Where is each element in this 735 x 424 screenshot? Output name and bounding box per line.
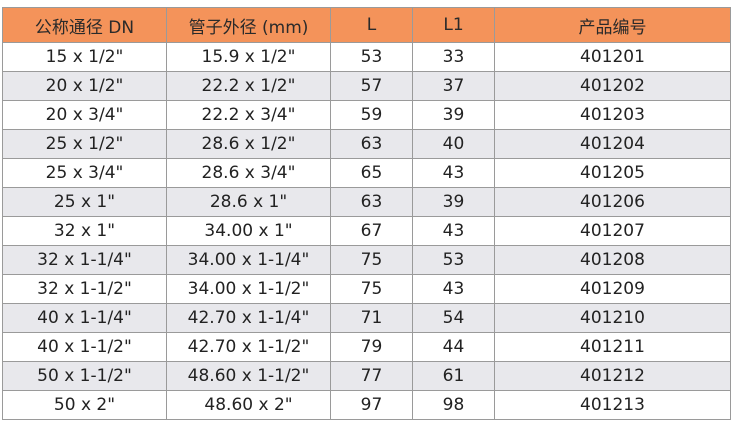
table-row: 50 x 2" 48.60 x 2" 97 98 401213 <box>2 390 731 420</box>
table-row: 15 x 1/2" 15.9 x 1/2" 53 33 401201 <box>2 42 731 72</box>
cell-product-code: 401211 <box>494 332 731 362</box>
cell-l1: 53 <box>412 245 495 275</box>
table-row: 25 x 1/2" 28.6 x 1/2" 63 40 401204 <box>2 129 731 159</box>
cell-outer-diameter: 28.6 x 1" <box>166 187 331 217</box>
table-row: 32 x 1-1/2" 34.00 x 1-1/2" 75 43 401209 <box>2 274 731 304</box>
cell-l1: 98 <box>412 390 495 420</box>
table-row: 40 x 1-1/4" 42.70 x 1-1/4" 71 54 401210 <box>2 303 731 333</box>
table-row: 50 x 1-1/2" 48.60 x 1-1/2" 77 61 401212 <box>2 361 731 391</box>
cell-l1: 39 <box>412 100 495 130</box>
cell-product-code: 401209 <box>494 274 731 304</box>
cell-product-code: 401203 <box>494 100 731 130</box>
cell-l: 75 <box>330 274 413 304</box>
cell-dn: 25 x 1" <box>2 187 167 217</box>
cell-l: 75 <box>330 245 413 275</box>
cell-outer-diameter: 34.00 x 1-1/4" <box>166 245 331 275</box>
header-dn: 公称通径 DN <box>2 7 167 43</box>
cell-l1: 54 <box>412 303 495 333</box>
cell-dn: 20 x 1/2" <box>2 71 167 101</box>
cell-l: 67 <box>330 216 413 246</box>
cell-outer-diameter: 22.2 x 1/2" <box>166 71 331 101</box>
cell-product-code: 401204 <box>494 129 731 159</box>
cell-l: 65 <box>330 158 413 188</box>
cell-l: 71 <box>330 303 413 333</box>
cell-dn: 32 x 1" <box>2 216 167 246</box>
cell-l1: 40 <box>412 129 495 159</box>
cell-l1: 43 <box>412 274 495 304</box>
table-row: 32 x 1" 34.00 x 1" 67 43 401207 <box>2 216 731 246</box>
table-row: 20 x 3/4" 22.2 x 3/4" 59 39 401203 <box>2 100 731 130</box>
cell-product-code: 401201 <box>494 42 731 72</box>
cell-l: 77 <box>330 361 413 391</box>
cell-l1: 44 <box>412 332 495 362</box>
cell-l1: 43 <box>412 216 495 246</box>
header-outer-diameter: 管子外径 (mm) <box>166 7 331 43</box>
cell-dn: 25 x 3/4" <box>2 158 167 188</box>
cell-product-code: 401210 <box>494 303 731 333</box>
cell-l: 79 <box>330 332 413 362</box>
header-product-code: 产品编号 <box>494 7 731 43</box>
cell-outer-diameter: 42.70 x 1-1/2" <box>166 332 331 362</box>
cell-l: 57 <box>330 71 413 101</box>
cell-outer-diameter: 28.6 x 1/2" <box>166 129 331 159</box>
cell-l: 63 <box>330 129 413 159</box>
cell-dn: 32 x 1-1/4" <box>2 245 167 275</box>
header-l: L <box>330 7 413 43</box>
cell-l1: 33 <box>412 42 495 72</box>
table-row: 32 x 1-1/4" 34.00 x 1-1/4" 75 53 401208 <box>2 245 731 275</box>
cell-outer-diameter: 28.6 x 3/4" <box>166 158 331 188</box>
cell-l: 53 <box>330 42 413 72</box>
header-row: 公称通径 DN 管子外径 (mm) L L1 产品编号 <box>2 7 731 43</box>
cell-product-code: 401206 <box>494 187 731 217</box>
cell-outer-diameter: 42.70 x 1-1/4" <box>166 303 331 333</box>
table-row: 25 x 3/4" 28.6 x 3/4" 65 43 401205 <box>2 158 731 188</box>
cell-outer-diameter: 48.60 x 1-1/2" <box>166 361 331 391</box>
cell-l: 59 <box>330 100 413 130</box>
table-row: 25 x 1" 28.6 x 1" 63 39 401206 <box>2 187 731 217</box>
table-row: 20 x 1/2" 22.2 x 1/2" 57 37 401202 <box>2 71 731 101</box>
cell-product-code: 401212 <box>494 361 731 391</box>
cell-product-code: 401213 <box>494 390 731 420</box>
cell-l1: 39 <box>412 187 495 217</box>
cell-dn: 15 x 1/2" <box>2 42 167 72</box>
cell-product-code: 401202 <box>494 71 731 101</box>
cell-product-code: 401207 <box>494 216 731 246</box>
table-row: 40 x 1-1/2" 42.70 x 1-1/2" 79 44 401211 <box>2 332 731 362</box>
cell-l1: 61 <box>412 361 495 391</box>
spec-table: 公称通径 DN 管子外径 (mm) L L1 产品编号 15 x 1/2" 15.9 x … <box>2 7 731 420</box>
cell-dn: 40 x 1-1/4" <box>2 303 167 333</box>
cell-l: 97 <box>330 390 413 420</box>
cell-outer-diameter: 48.60 x 2" <box>166 390 331 420</box>
cell-outer-diameter: 34.00 x 1" <box>166 216 331 246</box>
cell-dn: 32 x 1-1/2" <box>2 274 167 304</box>
cell-l: 63 <box>330 187 413 217</box>
cell-l1: 43 <box>412 158 495 188</box>
cell-product-code: 401208 <box>494 245 731 275</box>
cell-dn: 40 x 1-1/2" <box>2 332 167 362</box>
cell-outer-diameter: 15.9 x 1/2" <box>166 42 331 72</box>
cell-outer-diameter: 34.00 x 1-1/2" <box>166 274 331 304</box>
cell-dn: 50 x 2" <box>2 390 167 420</box>
cell-dn: 20 x 3/4" <box>2 100 167 130</box>
cell-product-code: 401205 <box>494 158 731 188</box>
header-l1: L1 <box>412 7 495 43</box>
cell-outer-diameter: 22.2 x 3/4" <box>166 100 331 130</box>
cell-dn: 50 x 1-1/2" <box>2 361 167 391</box>
cell-dn: 25 x 1/2" <box>2 129 167 159</box>
cell-l1: 37 <box>412 71 495 101</box>
